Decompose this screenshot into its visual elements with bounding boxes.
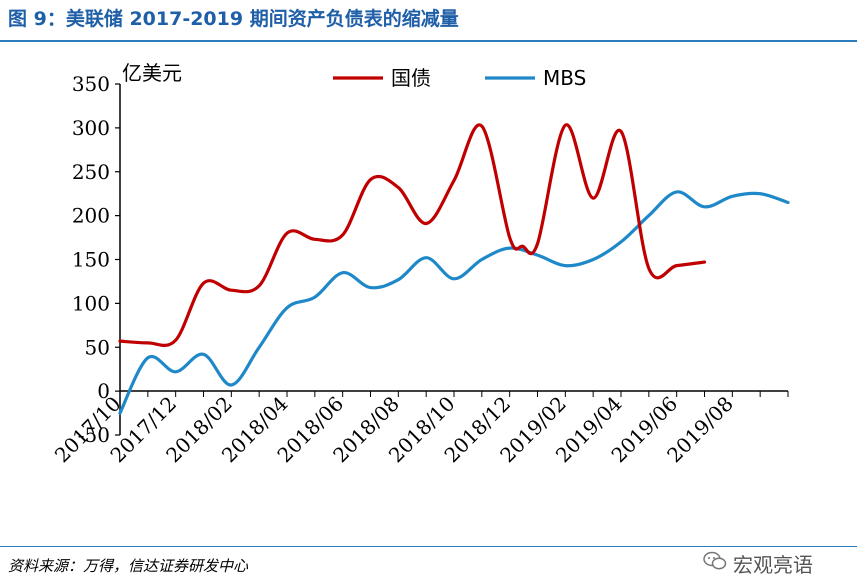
axes [119,84,788,435]
bottom-divider [0,546,857,547]
y-tick-label: 100 [72,291,110,315]
legend-label-mbs: MBS [543,66,586,90]
wechat-icon [703,551,727,570]
y-axis-ticks: -50 0 50 100 150 200 250 300 350 [72,72,120,447]
x-axis-ticks: 2017/102017/122018/022018/042018/062018/… [50,391,789,467]
y-tick-label: -50 [78,423,110,447]
y-tick-label: 200 [72,204,110,228]
y-tick-label: 50 [85,335,110,359]
legend-label-guozhai: 国债 [391,66,431,90]
y-tick-label: 250 [72,160,110,184]
series-line-guozhai [118,123,707,347]
y-tick-label: 0 [97,379,110,403]
chart-canvas: -50 0 50 100 150 200 250 300 350 2017/102017/122… [50,61,790,467]
source-note: 资料来源：万得，信达证券研发中心 [8,557,249,575]
y-tick-label: 350 [72,72,110,96]
y-axis-label: 亿美元 [122,61,182,85]
y-tick-label: 300 [72,116,110,140]
series-line-mbs [118,190,790,415]
title-divider [0,40,857,42]
chart-title: 图 9：美联储 2017-2019 期间资产负债表的缩减量 [8,8,459,30]
legend: 国债 MBS [333,66,586,90]
y-tick-label: 150 [72,248,110,272]
watermark: 宏观亮语 [733,553,813,577]
series-lines [118,123,790,415]
